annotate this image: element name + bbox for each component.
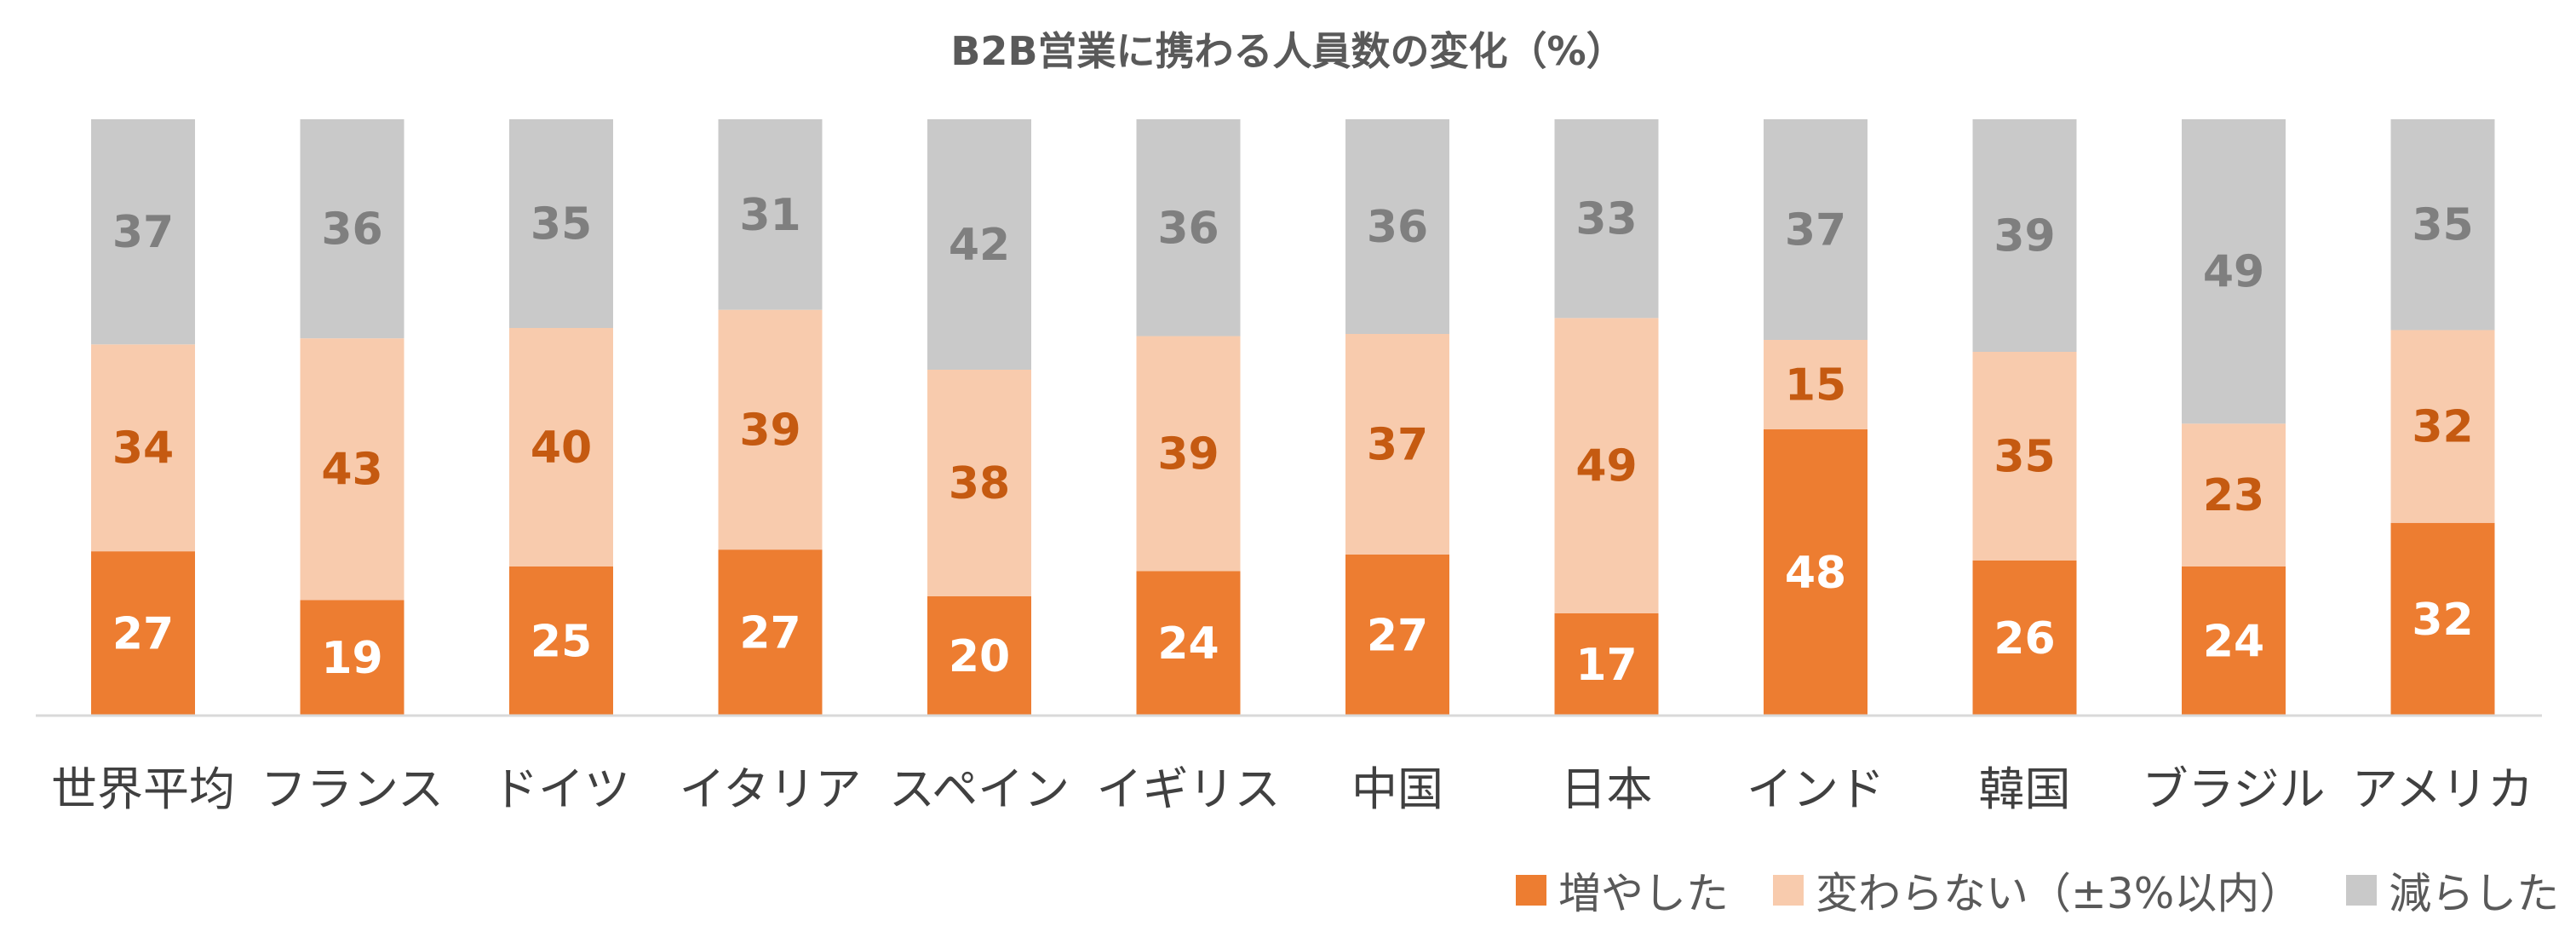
x-tick-label: 中国: [1351, 762, 1443, 816]
x-tick-label: イギリス: [1097, 762, 1281, 816]
data-label: 25: [531, 617, 592, 668]
data-label: 37: [1785, 205, 1846, 256]
data-label: 19: [321, 633, 382, 684]
bar-segment: [2182, 423, 2286, 567]
data-label: 36: [1157, 203, 1219, 254]
bar-segment: [2182, 119, 2286, 424]
data-label: 36: [1367, 202, 1428, 253]
legend-label: 変わらない（±3%以内）: [1816, 869, 2303, 918]
data-label: 15: [1785, 360, 1846, 411]
data-label: 32: [2412, 402, 2473, 453]
chart-title: B2B営業に携わる人員数の変化（%）: [950, 28, 1626, 74]
bar-segment: [1972, 561, 2077, 716]
data-label: 38: [949, 458, 1010, 509]
x-tick-label: ドイツ: [492, 762, 630, 816]
data-label: 20: [949, 631, 1010, 682]
bar-segment: [91, 119, 195, 345]
bar-segment: [509, 328, 613, 567]
bar-segment: [300, 338, 404, 601]
bar-segment: [91, 551, 195, 716]
data-label: 27: [739, 608, 800, 659]
bar-segment: [300, 600, 404, 716]
data-label: 32: [2412, 595, 2473, 646]
x-tick-label: フランス: [261, 762, 444, 816]
data-label: 27: [1367, 611, 1428, 662]
legend-label: 増やした: [1558, 869, 1729, 918]
data-label: 37: [1367, 420, 1428, 471]
bar-segment: [1764, 340, 1867, 429]
bar-segment: [1345, 119, 1449, 334]
bar-segment: [1972, 352, 2077, 561]
data-label: 34: [112, 423, 174, 474]
bar-segment: [718, 119, 823, 310]
data-label: 27: [112, 609, 174, 660]
x-tick-label: ブラジル: [2143, 762, 2326, 816]
bar-segment: [1136, 119, 1241, 336]
bar-segment: [2390, 330, 2495, 523]
x-tick-label: インド: [1747, 762, 1885, 816]
data-label: 48: [1785, 548, 1846, 599]
bar-segment: [509, 567, 613, 716]
data-label: 35: [1994, 432, 2055, 483]
data-label: 37: [112, 207, 174, 258]
data-label: 43: [321, 445, 382, 496]
x-tick-label: アメリカ: [2352, 762, 2533, 816]
bar-segment: [2390, 119, 2495, 331]
data-label: 35: [531, 199, 592, 250]
bar-segment: [509, 119, 613, 328]
x-tick-label: 韓国: [1979, 762, 2071, 816]
bar-segment: [1554, 318, 1659, 613]
x-tick-label: スペイン: [889, 762, 1070, 816]
bar-segment: [300, 119, 404, 339]
bar-segment: [1136, 571, 1241, 716]
x-tick-label: 世界平均: [51, 762, 235, 816]
bar-segment: [1764, 429, 1867, 716]
bar-segment: [718, 549, 823, 716]
bar-segment: [1136, 336, 1241, 572]
bar-segment: [1554, 613, 1659, 716]
data-label: 23: [2203, 470, 2264, 521]
legend-label: 減らした: [2389, 869, 2560, 918]
data-label: 17: [1575, 640, 1637, 691]
data-label: 36: [321, 204, 382, 256]
data-label: 39: [1994, 211, 2055, 262]
data-label: 35: [2412, 200, 2473, 251]
x-tick-label: イタリア: [680, 762, 862, 816]
bar-segment: [927, 370, 1031, 596]
bar-segment: [1345, 334, 1449, 555]
data-label: 49: [2203, 247, 2264, 298]
bar-segment: [927, 119, 1031, 370]
data-label: 33: [1575, 194, 1637, 245]
bar-segment: [927, 596, 1031, 716]
legend-item: 増やした: [1516, 860, 1729, 921]
bar-segment: [718, 309, 823, 550]
bar-segment: [2390, 522, 2495, 716]
legend-swatch: [1773, 875, 1804, 906]
bar-segment: [1764, 119, 1867, 340]
bar-segment: [91, 344, 195, 552]
legend-swatch: [2346, 875, 2378, 906]
chart-legend: 増やした 変わらない（±3%以内） 減らした: [1472, 860, 2559, 920]
data-label: 24: [2203, 617, 2264, 668]
legend-swatch: [1516, 875, 1546, 906]
x-tick-label: 日本: [1561, 762, 1653, 816]
data-label: 42: [949, 220, 1010, 271]
data-label: 40: [531, 423, 592, 474]
data-label: 49: [1575, 441, 1637, 492]
legend-item: 変わらない（±3%以内）: [1773, 860, 2302, 921]
bar-segment: [1972, 119, 2077, 352]
legend-item: 減らした: [2346, 860, 2559, 921]
data-label: 39: [739, 405, 800, 456]
bar-segment: [2182, 567, 2286, 716]
data-label: 26: [1994, 613, 2055, 664]
data-label: 39: [1157, 428, 1219, 480]
data-label: 24: [1157, 618, 1219, 670]
bar-segment: [1554, 119, 1659, 319]
bar-segment: [1345, 555, 1449, 716]
data-label: 31: [739, 190, 800, 241]
